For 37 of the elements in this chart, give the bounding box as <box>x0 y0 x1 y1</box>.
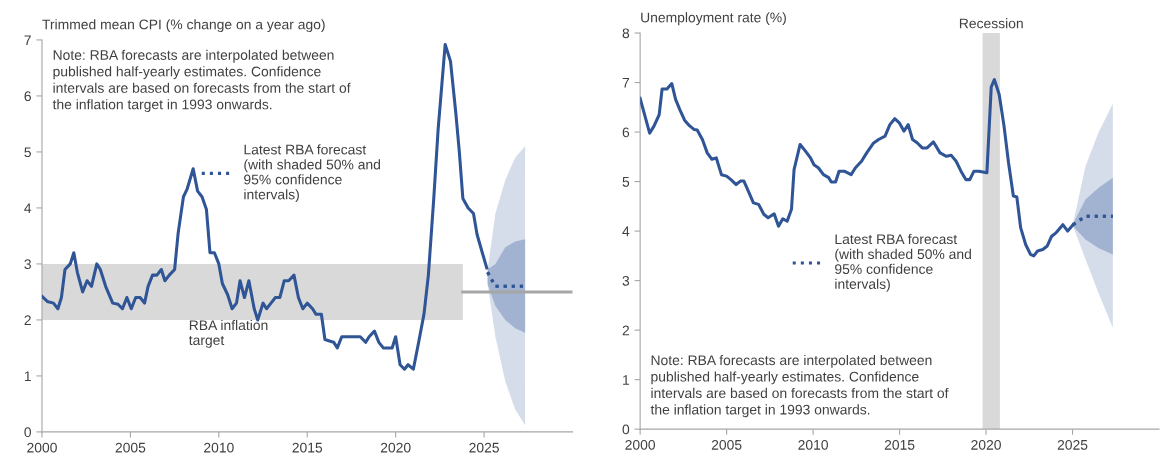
y-tick-label: 5 <box>622 177 630 187</box>
y-tick-label: 6 <box>622 127 630 138</box>
annotation: RBA inflation target <box>188 319 268 348</box>
y-tick-label: 5 <box>24 147 31 158</box>
y-tick-label: 0 <box>24 427 32 438</box>
x-tick-label: 2005 <box>115 442 146 453</box>
y-tick-label: 2 <box>24 315 31 325</box>
annotation: Note: RBA forecasts are interpolated between published half-yearly estimates. Confidence intervals are based on forecasts from the start of the inflation target in 1993 onwards. <box>52 49 351 113</box>
x-tick-label: 2000 <box>625 439 656 450</box>
x-tick-label: 2000 <box>27 442 57 453</box>
y-tick-label: 6 <box>24 91 31 102</box>
x-tick-label: 2010 <box>798 439 828 450</box>
y-axis-title: Trimmed mean CPI (% change on a year ago) <box>42 19 325 33</box>
y-tick-label: 2 <box>622 325 630 336</box>
y-tick-label: 0 <box>622 424 630 435</box>
y-tick-label: 8 <box>622 28 630 39</box>
y-tick-label: 3 <box>24 259 31 270</box>
y-tick-label: 7 <box>622 78 630 88</box>
y-axis-title: Unemployment rate (%) <box>641 12 786 26</box>
band-label: Recession <box>959 18 1023 29</box>
y-tick-label: 7 <box>24 35 31 45</box>
y-tick-label: 4 <box>24 203 32 213</box>
x-tick-label: 2025 <box>1057 439 1088 450</box>
legend-label: Latest RBA forecast (with shaded 50% and 95% confidence intervals) <box>835 233 971 292</box>
y-tick-label: 3 <box>622 275 630 286</box>
x-tick-label: 2025 <box>469 442 499 453</box>
x-tick-label: 2015 <box>884 439 915 450</box>
x-tick-label: 2020 <box>971 439 1001 450</box>
legend-label: Latest RBA forecast (with shaded 50% and 95% confidence intervals) <box>244 144 380 203</box>
x-tick-label: 2015 <box>292 442 323 453</box>
x-tick-label: 2010 <box>204 442 234 453</box>
y-tick-label: 4 <box>622 226 630 237</box>
x-tick-label: 2005 <box>711 439 742 450</box>
x-tick-label: 2020 <box>380 442 411 453</box>
annotation: Note: RBA forecasts are interpolated between published half-yearly estimates. Confidence intervals are based on forecasts from the start of the inflation target in 1993 onwards. <box>650 354 949 418</box>
y-tick-label: 1 <box>24 371 31 381</box>
y-tick-label: 1 <box>623 375 630 385</box>
